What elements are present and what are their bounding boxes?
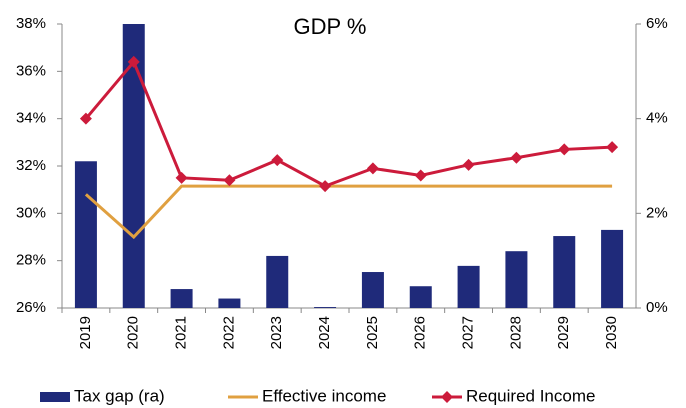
line — [84, 184, 613, 240]
y2-tick-label: 0% — [646, 299, 668, 316]
y2-tick-label: 6% — [646, 15, 668, 32]
y-tick-label: 38% — [16, 15, 46, 32]
y-tick-label: 26% — [16, 299, 46, 316]
x-tick-label: 2019 — [77, 316, 94, 349]
x-tick-label: 2020 — [125, 316, 142, 349]
x-tick-label: 2021 — [173, 316, 190, 349]
x-tick-label: 2030 — [603, 316, 620, 349]
bar — [409, 286, 432, 308]
x-tick-label: 2028 — [507, 316, 524, 349]
marker — [223, 174, 236, 187]
bar — [505, 251, 528, 308]
bar — [218, 298, 241, 308]
marker — [414, 169, 427, 182]
legend-label: Required Income — [466, 386, 595, 405]
bar — [74, 161, 97, 308]
bar — [314, 307, 337, 308]
bar — [266, 255, 289, 308]
x-tick-label: 2026 — [412, 316, 429, 349]
marker — [175, 171, 188, 184]
bar — [457, 265, 480, 308]
y-tick-label: 36% — [16, 62, 46, 79]
y-tick-label: 32% — [16, 157, 46, 174]
marker — [366, 162, 379, 175]
bar — [170, 289, 193, 308]
bar — [361, 272, 384, 308]
legend-swatch — [40, 392, 70, 402]
x-tick-label: 2022 — [220, 316, 237, 349]
y-tick-label: 30% — [16, 204, 46, 221]
legend-marker — [441, 391, 453, 403]
legend-label: Effective income — [262, 386, 386, 405]
x-tick-label: 2029 — [555, 316, 572, 349]
marker — [510, 151, 523, 164]
chart-title: GDP % — [294, 14, 367, 39]
marker — [462, 158, 475, 171]
bar — [601, 229, 624, 308]
legend-label: Tax gap (ra) — [74, 386, 165, 405]
marker — [606, 141, 619, 154]
x-tick-label: 2025 — [364, 316, 381, 349]
line — [84, 59, 613, 188]
y-tick-label: 28% — [16, 252, 46, 269]
x-tick-label: 2023 — [268, 316, 285, 349]
marker — [271, 154, 284, 167]
y2-tick-label: 4% — [646, 110, 668, 127]
marker — [319, 180, 332, 193]
x-tick-label: 2024 — [316, 316, 333, 349]
x-tick-label: 2027 — [460, 316, 477, 349]
marker — [558, 143, 571, 156]
bar — [553, 236, 576, 308]
marker — [79, 112, 92, 125]
bar — [122, 24, 145, 308]
y-tick-label: 34% — [16, 110, 46, 127]
y2-tick-label: 2% — [646, 204, 668, 221]
marker — [127, 55, 140, 68]
